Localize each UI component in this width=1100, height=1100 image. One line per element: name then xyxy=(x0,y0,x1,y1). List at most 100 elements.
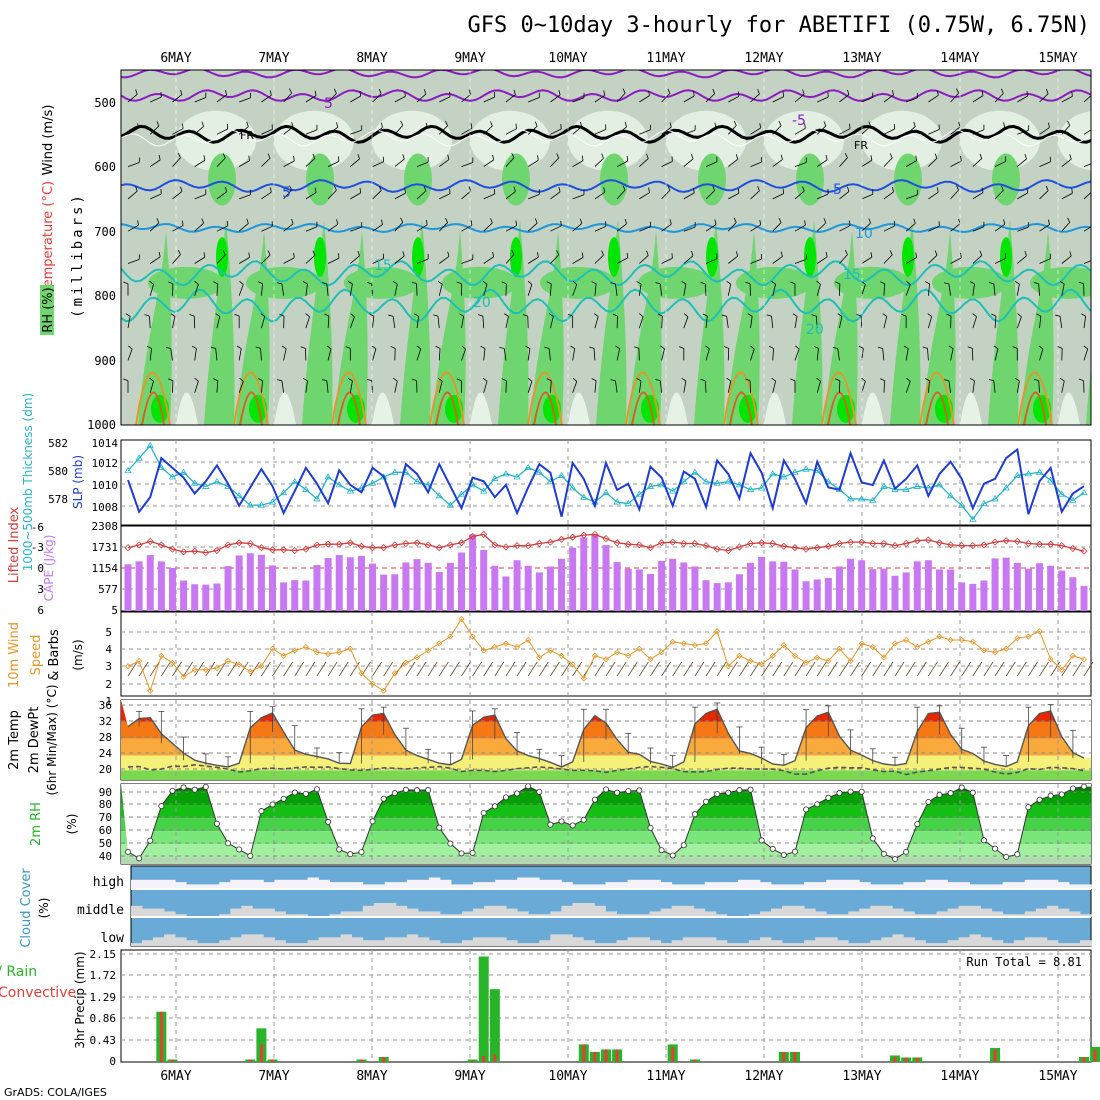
wind-barb xyxy=(815,316,818,329)
wind-barb-flag xyxy=(423,186,427,192)
cape-bar xyxy=(658,560,666,611)
rh-bright-region xyxy=(706,237,718,278)
rh2m-marker xyxy=(469,849,476,856)
rh-bright-region xyxy=(641,394,659,423)
wind-barb-flag xyxy=(681,281,687,285)
wind10m-barb xyxy=(405,661,416,677)
cloud-bar-low xyxy=(638,937,651,946)
wind-barb-flag xyxy=(943,379,950,382)
cloud-bar-low xyxy=(241,934,253,946)
thickness-marker xyxy=(702,477,710,485)
wind-barb xyxy=(305,283,308,296)
cape-bar xyxy=(502,576,510,611)
wind-barb-flag xyxy=(795,345,800,350)
wind-barb-flag xyxy=(149,280,154,285)
wind-barb-flag xyxy=(525,345,531,349)
cloud-bar-high xyxy=(892,884,904,889)
cloud-bar-low xyxy=(142,940,154,946)
rh2m-axis-label: 2m RH xyxy=(29,802,44,846)
precip-tick: 1.72 xyxy=(90,969,117,982)
wind-barb xyxy=(616,348,621,361)
wind-barb-flag xyxy=(180,89,183,95)
wind-barb-flag xyxy=(804,123,806,129)
cloud-bar-low xyxy=(131,943,143,946)
rh2m-marker xyxy=(514,790,521,797)
precip-convective-bar xyxy=(259,1044,263,1062)
wind-barb-flag xyxy=(246,218,249,224)
cape-bar xyxy=(157,561,165,611)
lifted-index-marker xyxy=(513,542,521,550)
thickness-marker xyxy=(724,477,732,485)
rh2m-marker xyxy=(147,837,154,844)
wind-barb-flag xyxy=(1026,90,1029,97)
wind-barb-flag xyxy=(790,281,796,285)
wind-barb xyxy=(483,348,486,361)
lifted-index-marker xyxy=(146,537,154,545)
wind10m-marker xyxy=(1058,666,1065,673)
wind10m-marker xyxy=(247,668,254,675)
wind-barb xyxy=(905,348,909,361)
wind-barb xyxy=(1017,192,1028,200)
wind-barb-flag xyxy=(759,122,762,129)
wind-barb-flag xyxy=(993,345,999,350)
cloud-bar-middle xyxy=(748,914,761,917)
cloud-bar-high xyxy=(594,884,606,889)
lifted-index-marker xyxy=(635,541,643,549)
wind-barb-flag xyxy=(877,346,883,349)
cloud-bar-high xyxy=(462,884,474,889)
cape-bar xyxy=(1002,557,1010,611)
rh2m-marker xyxy=(892,856,899,863)
slp-tick: 1008 xyxy=(92,501,119,514)
li-tick: 3 xyxy=(37,583,44,596)
cape-bar xyxy=(991,558,999,611)
wind-barb-flag xyxy=(610,379,616,382)
rh2m-band xyxy=(121,818,1091,832)
wind-barb-flag xyxy=(771,280,776,285)
rh2m-marker xyxy=(580,816,587,823)
wind-barb-flag xyxy=(213,378,218,382)
wind-barb xyxy=(505,225,517,232)
wind-barb-flag xyxy=(499,346,505,349)
wind-barb-flag xyxy=(601,250,604,256)
wind-barb-flag xyxy=(194,280,199,285)
lifted-index-marker xyxy=(469,532,477,541)
wind-barb xyxy=(727,283,732,296)
precip-convective-bar xyxy=(615,1049,619,1062)
precip-convective-bar xyxy=(248,1059,252,1062)
wind-barb xyxy=(150,256,161,264)
wind-barb-flag xyxy=(1078,281,1084,285)
wind-barb-flag xyxy=(979,153,983,159)
cloud-bar-low xyxy=(462,940,474,946)
precip-convective-bar xyxy=(1093,1049,1097,1062)
lifted-index-marker xyxy=(780,542,788,550)
wind-barb-flag xyxy=(835,281,841,285)
lifted-index-marker xyxy=(724,546,732,555)
cape-bar xyxy=(980,580,988,611)
isotherm-label: FR xyxy=(240,129,254,142)
wind-barb-flag xyxy=(447,154,450,160)
rh2m-ticks: 90 80 70 60 50 40 xyxy=(99,786,112,863)
wind-barb xyxy=(1039,93,1049,103)
cloud-bar-high xyxy=(1035,879,1048,889)
wind10m-axis-label-3: & Barbs xyxy=(47,629,62,681)
wind-barb-flag xyxy=(804,220,806,226)
wind-barb-flag xyxy=(180,186,183,192)
cape-bar xyxy=(491,565,499,611)
wind10m-barb xyxy=(216,661,227,677)
cape-bar xyxy=(1069,577,1077,611)
cloud-bar-low xyxy=(329,937,342,946)
slp-ticks: 1014 1012 1010 1008 xyxy=(92,437,119,514)
wind-barb xyxy=(505,128,517,135)
wind-barb-flag xyxy=(302,281,308,285)
wind-barb xyxy=(972,192,984,200)
wind-barb-flag xyxy=(291,122,294,128)
lifted-index-marker xyxy=(913,537,921,545)
wind-barb-flag xyxy=(603,187,606,193)
rh-green-region xyxy=(204,220,235,425)
cloud-bar-low xyxy=(539,940,551,946)
rh2m-marker xyxy=(658,847,665,854)
wind-barb-flag xyxy=(1078,378,1084,382)
wind-barb-flag xyxy=(336,122,339,128)
wind-barb-flag xyxy=(581,252,584,258)
cloud-bar-high xyxy=(219,882,231,889)
